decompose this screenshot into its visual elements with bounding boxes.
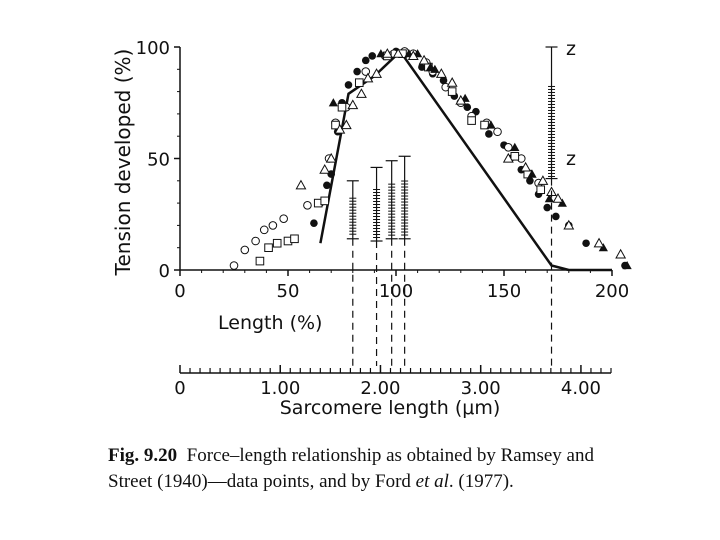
- data-point-open-circle: [279, 214, 288, 224]
- data-point-open-square: [337, 102, 347, 112]
- data-point-open-triangle: [407, 50, 419, 61]
- y-axis-label: Tension developed (%): [111, 49, 135, 277]
- data-point-open-triangle: [319, 164, 331, 174]
- data-point-open-triangle: [446, 77, 458, 87]
- data-point-open-square: [255, 256, 265, 266]
- data-point-open-square: [290, 234, 299, 244]
- data-point-open-square: [320, 196, 330, 206]
- data-point-open-triangle: [392, 48, 404, 58]
- data-point-filled-triangle: [486, 120, 496, 129]
- data-point-open-square: [536, 185, 546, 195]
- data-point-open-triangle: [371, 68, 383, 78]
- data-point-open-triangle: [295, 179, 307, 190]
- sarcomere-axis-label: Sarcomere length (μm): [280, 397, 501, 419]
- data-point-filled-triangle: [622, 260, 632, 270]
- data-point-open-triangle: [563, 219, 575, 230]
- y-tick-label: 0: [159, 261, 170, 282]
- data-point-filled-circle: [439, 76, 448, 85]
- data-point-filled-circle: [485, 130, 493, 138]
- x-axis-label: Length (%): [218, 312, 322, 334]
- plot-area: 0 50 100 0 50 100 150 200 0 1.00 2.00 3.00 4.00: [136, 38, 630, 399]
- data-point-filled-circle: [310, 219, 318, 227]
- x-tick-label: 150: [487, 281, 521, 302]
- data-point-filled-circle: [582, 239, 590, 248]
- data-point-open-triangle: [362, 72, 374, 83]
- data-point-filled-circle: [552, 212, 560, 221]
- data-point-open-triangle: [435, 68, 447, 78]
- data-point-open-circle: [504, 143, 513, 152]
- x-tick-label: 0: [174, 281, 185, 302]
- data-point-open-triangle: [347, 99, 359, 110]
- x-tick-label: 50: [277, 281, 300, 302]
- x-tick-label: 100: [379, 281, 413, 302]
- data-point-open-triangle: [418, 54, 430, 65]
- data-point-open-triangle: [552, 193, 564, 203]
- data-point-open-square: [510, 151, 520, 161]
- data-point-filled-triangle: [328, 98, 338, 107]
- data-point-filled-circle: [344, 81, 353, 89]
- data-point-open-square: [354, 78, 364, 87]
- sarcomere-tick-label: 3.00: [461, 378, 501, 399]
- data-point-open-triangle: [455, 94, 467, 105]
- caption-etal: et al: [415, 471, 449, 492]
- data-point-open-square: [264, 243, 273, 252]
- caption-text: Force–length relationship as obtained by…: [108, 445, 594, 492]
- sarcomere-tick-label: 4.00: [561, 378, 601, 399]
- data-point-filled-triangle: [544, 194, 554, 203]
- data-point-open-square: [272, 238, 282, 248]
- x-tick-label: 200: [595, 281, 629, 302]
- data-point-filled-triangle: [510, 142, 520, 151]
- data-point-filled-circle: [361, 56, 370, 65]
- ford-sarcomere-marks: [346, 46, 558, 366]
- data-point-open-circle: [251, 236, 260, 246]
- data-point-open-circle: [268, 221, 278, 230]
- data-point-filled-circle: [463, 103, 472, 112]
- data-point-open-triangle: [381, 48, 393, 58]
- data-point-open-circle: [493, 127, 502, 137]
- z-label-top: z: [566, 38, 576, 60]
- data-point-filled-circle: [543, 203, 551, 212]
- sarcomere-tick-label: 2.00: [360, 378, 400, 399]
- figure-caption: Fig. 9.20 Force–length relationship as o…: [108, 443, 608, 495]
- data-point-filled-circle: [323, 181, 331, 190]
- caption-rest: . (1977).: [448, 471, 514, 492]
- z-label-middle: z: [566, 148, 576, 170]
- data-point-filled-triangle: [376, 49, 386, 58]
- figure-number: Fig. 9.20: [108, 445, 178, 466]
- data-points: [229, 47, 632, 270]
- data-point-open-triangle: [340, 119, 352, 130]
- data-point-open-circle: [240, 245, 250, 255]
- data-point-open-circle: [303, 201, 312, 210]
- y-tick-label: 50: [147, 150, 170, 171]
- data-point-open-triangle: [325, 152, 337, 163]
- y-tick-label: 100: [136, 38, 170, 59]
- data-point-open-triangle: [520, 161, 532, 172]
- data-point-filled-triangle: [430, 64, 440, 73]
- data-point-open-triangle: [593, 237, 605, 248]
- data-point-open-triangle: [355, 88, 367, 98]
- sarcomere-tick-label: 0: [174, 378, 185, 399]
- sarcomere-tick-label: 1.00: [260, 378, 300, 399]
- data-point-open-circle: [259, 225, 269, 235]
- data-point-open-triangle: [502, 152, 514, 163]
- data-point-open-square: [467, 116, 476, 125]
- data-point-filled-circle: [353, 67, 361, 76]
- data-point-filled-circle: [526, 177, 534, 185]
- data-point-open-square: [480, 120, 489, 130]
- data-point-open-triangle: [615, 248, 627, 259]
- data-point-filled-triangle: [527, 169, 537, 178]
- data-point-open-square: [447, 87, 457, 96]
- data-point-open-triangle: [537, 175, 549, 185]
- data-point-open-circle: [229, 261, 239, 270]
- data-point-filled-circle: [368, 52, 377, 60]
